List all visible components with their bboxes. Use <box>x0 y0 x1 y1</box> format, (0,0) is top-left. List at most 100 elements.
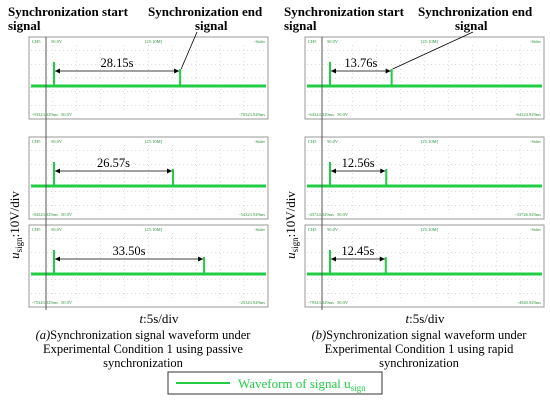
readout-end-time: -33726.929ms <box>515 212 541 217</box>
panel-a-screen-1: CH5 50.0V [25:10M] -Sider-93323.929ms 50.0V -… <box>28 36 269 120</box>
readout-channel: CH5 <box>308 39 317 44</box>
end-pulse <box>203 257 206 274</box>
panel-a-end-pointer <box>180 31 198 70</box>
readout-mode: -Sider <box>254 39 265 44</box>
start-pulse <box>329 250 331 274</box>
readout-channel: CH5 <box>308 227 317 232</box>
readout-start-time: -93323.929ms <box>32 112 58 117</box>
panel-a-caption-line1: (a)Synchronization signal waveform under <box>36 328 252 342</box>
readout-start-time: -84323.929ms <box>32 212 58 217</box>
start-pulse <box>53 250 55 274</box>
readout-bottom-scale: 50.0V <box>61 300 73 305</box>
duration-label: 13.76s <box>344 56 377 70</box>
measurement-markers: 28.15s 26.57s 33.50s 13.76s 12.56s 12.45s <box>45 31 474 310</box>
start-pulse <box>329 162 331 186</box>
readout-bottom-scale: 50.0V <box>337 300 349 305</box>
readout-mode: -Sider <box>254 139 265 144</box>
panel-a-screen-3: CH5 50.0V [25:10M] -Sider-75343.929ms 50.0V -… <box>28 224 269 308</box>
readout-bottom-scale: 50.0V <box>337 112 349 117</box>
panel-b-end-header-line2: signal <box>455 18 488 33</box>
arrow-head-right <box>174 68 180 74</box>
panel-b-screen-2: CH5 50.0V [25:10M] -Sider-43724.929ms 50.0V -… <box>304 136 545 220</box>
arrow-head-right <box>379 256 385 262</box>
panel-b-screen-3: CH5 50.0V [25:10M] -Sider-79343.929ms 50.0V -… <box>304 224 545 308</box>
panel-b-ylabel: usign:10V/div <box>283 191 300 259</box>
panel-b-start-header-line2: signal <box>284 18 317 33</box>
panel-b-caption-line1: (b)Synchronization signal waveform under <box>312 328 528 342</box>
readout-mode: -Sider <box>530 39 541 44</box>
readout-timebase: [25:10M] <box>145 227 163 232</box>
panel-a-ylabel: usign:10V/div <box>7 191 24 259</box>
readout-mode: -Sider <box>254 227 265 232</box>
panel-a-xlabel: t:5s/div <box>139 311 179 326</box>
arrow-head-right <box>167 168 173 174</box>
readout-start-time: -75343.929ms <box>32 300 58 305</box>
panel-b-start-header-line1: Synchronization start <box>284 4 405 19</box>
panel-b-end-pointer <box>392 31 474 70</box>
arrow-head-right <box>198 256 204 262</box>
readout-start-time: -43724.929ms <box>308 212 334 217</box>
readout-bottom-scale: 50.0V <box>61 212 73 217</box>
duration-arrow-a-1: 28.15s <box>55 56 180 74</box>
readout-mode: -Sider <box>530 227 541 232</box>
readout-start-time: -64324.929ms <box>308 112 334 117</box>
readout-mode: -Sider <box>530 139 541 144</box>
legend-text: Waveform of signal usign <box>238 376 366 393</box>
readout-scale: 50.0V <box>51 39 63 44</box>
arrow-head-left <box>55 168 60 174</box>
readout-end-time: -25343.929ms <box>239 300 265 305</box>
arrow-head-left <box>331 68 336 74</box>
panel-b-caption-line3: synchronization <box>379 356 460 370</box>
readout-scale: 50.0V <box>327 139 339 144</box>
end-pulse <box>172 169 175 186</box>
duration-arrow-b-3: 12.45s <box>331 244 385 262</box>
readout-scale: 50.0V <box>327 227 339 232</box>
end-pulse <box>179 69 182 86</box>
readout-timebase: [25:10M] <box>421 139 439 144</box>
readout-start-time: -79343.929ms <box>308 300 334 305</box>
readout-channel: CH5 <box>32 39 41 44</box>
panel-a-start-header-line1: Synchronization start <box>8 4 129 19</box>
readout-timebase: [25:10M] <box>421 39 439 44</box>
duration-label: 12.56s <box>342 156 375 170</box>
arrow-head-left <box>55 256 60 262</box>
panel-b-xlabel: t:5s/div <box>405 311 445 326</box>
readout-timebase: [25:10M] <box>145 39 163 44</box>
panel-a-end-header-line2: signal <box>195 18 228 33</box>
readout-channel: CH5 <box>32 227 41 232</box>
arrow-head-right <box>380 168 386 174</box>
panel-b-end-header-line1: Synchronization end <box>418 4 533 19</box>
readout-end-time: -64324.929ms <box>515 112 541 117</box>
duration-arrow-b-1: 13.76s <box>331 56 391 74</box>
arrow-head-left <box>55 68 60 74</box>
readout-end-time: -4940.929ms <box>517 300 541 305</box>
end-pulse <box>385 169 388 186</box>
readout-end-time: -70323.929ms <box>239 112 265 117</box>
arrow-head-left <box>331 168 336 174</box>
duration-arrow-a-2: 26.57s <box>55 156 173 174</box>
panel-a-start-header-line2: signal <box>8 18 41 33</box>
end-pulse <box>390 69 393 86</box>
start-pulse <box>53 62 55 86</box>
oscilloscope-screens: CH5 50.0V [25:10M] -Sider-93323.929ms 50.0V -… <box>28 36 545 308</box>
readout-bottom-scale: 50.0V <box>337 212 349 217</box>
readout-scale: 50.0V <box>327 39 339 44</box>
readout-scale: 50.0V <box>51 139 63 144</box>
readout-channel: CH5 <box>32 139 41 144</box>
start-pulse <box>53 162 55 186</box>
panel-a-end-header-line1: Synchronization end <box>148 4 263 19</box>
readout-scale: 50.0V <box>51 227 63 232</box>
panel-b-caption-line2: Experimental Condition 1 using rapid <box>325 342 515 356</box>
panel-a-caption-line3: synchronization <box>103 356 184 370</box>
readout-end-time: -54323.929ms <box>239 212 265 217</box>
end-pulse <box>384 257 387 274</box>
panel-b-screen-1: CH5 50.0V [25:10M] -Sider-64324.929ms 50.0V -… <box>304 36 545 120</box>
readout-bottom-scale: 50.0V <box>61 112 73 117</box>
duration-arrow-b-2: 12.56s <box>331 156 386 174</box>
readout-timebase: [25:10M] <box>145 139 163 144</box>
duration-label: 12.45s <box>341 244 374 258</box>
start-pulse <box>329 62 331 86</box>
arrow-head-right <box>385 68 391 74</box>
duration-label: 33.50s <box>113 244 146 258</box>
